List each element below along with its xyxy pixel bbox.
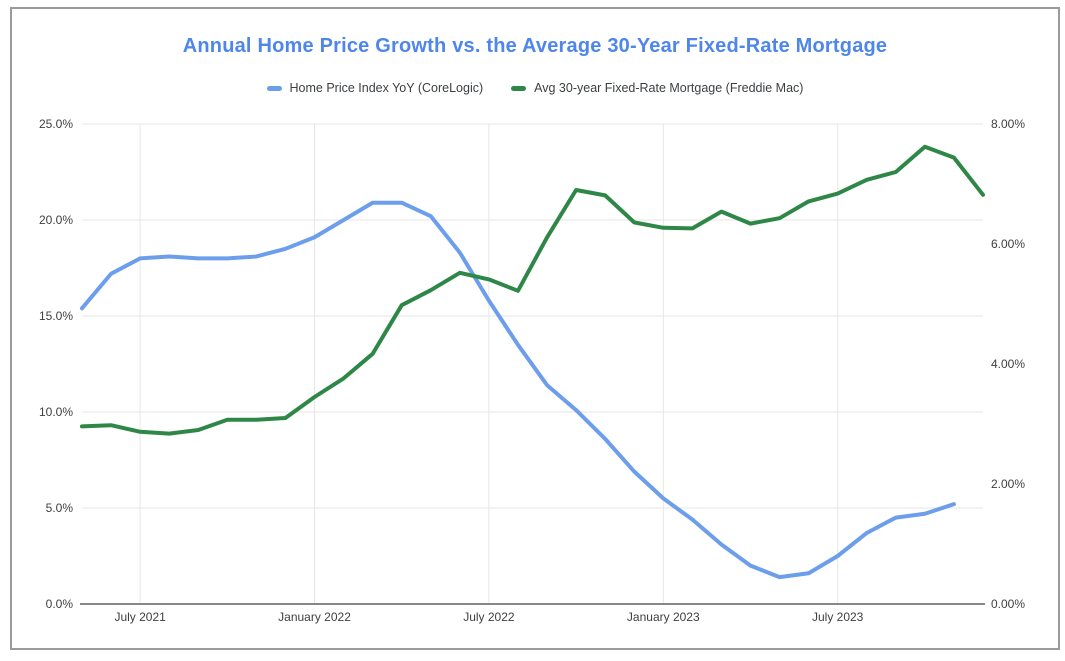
y-right-tick-label: 0.00%: [991, 597, 1025, 611]
series-line-home-price-index-yoy-corelogic: [80, 200, 956, 580]
legend-swatch-green-icon: [511, 85, 527, 91]
chart-widget[interactable]: Annual Home Price Growth vs. the Average…: [10, 7, 1060, 650]
series-line-avg-30-year-fixed-rate-mortgage-freddie-mac: [80, 144, 985, 436]
legend-item-home-price-index[interactable]: Home Price Index YoY (CoreLogic): [266, 81, 484, 95]
y-left-tick-label: 25.0%: [39, 117, 73, 131]
legend: Home Price Index YoY (CoreLogic) Avg 30-…: [12, 81, 1058, 95]
y-left-tick-label: 5.0%: [46, 501, 74, 515]
chart-title: Annual Home Price Growth vs. the Average…: [182, 35, 888, 57]
y-left-tick-label: 0.0%: [46, 597, 74, 611]
legend-item-mortgage-rate[interactable]: Avg 30-year Fixed-Rate Mortgage (Freddie…: [511, 81, 803, 95]
y-right-tick-label: 4.00%: [991, 357, 1025, 371]
legend-label-home-price-index: Home Price Index YoY (CoreLogic): [289, 81, 484, 95]
y-left-tick-label: 20.0%: [39, 213, 73, 227]
y-right-tick-label: 6.00%: [991, 237, 1025, 251]
y-right-tick-label: 2.00%: [991, 477, 1025, 491]
y-left-tick-label: 15.0%: [39, 309, 73, 323]
x-tick-label: July 2021: [114, 610, 166, 624]
y-left-tick-label: 10.0%: [39, 405, 73, 419]
x-tick-label: July 2023: [812, 610, 864, 624]
legend-label-mortgage-rate: Avg 30-year Fixed-Rate Mortgage (Freddie…: [534, 81, 804, 95]
x-tick-label: January 2022: [278, 610, 351, 624]
x-tick-label: January 2023: [627, 610, 700, 624]
y-right-tick-label: 8.00%: [991, 117, 1025, 131]
legend-swatch-blue-icon: [266, 85, 282, 91]
x-tick-label: July 2022: [463, 610, 515, 624]
